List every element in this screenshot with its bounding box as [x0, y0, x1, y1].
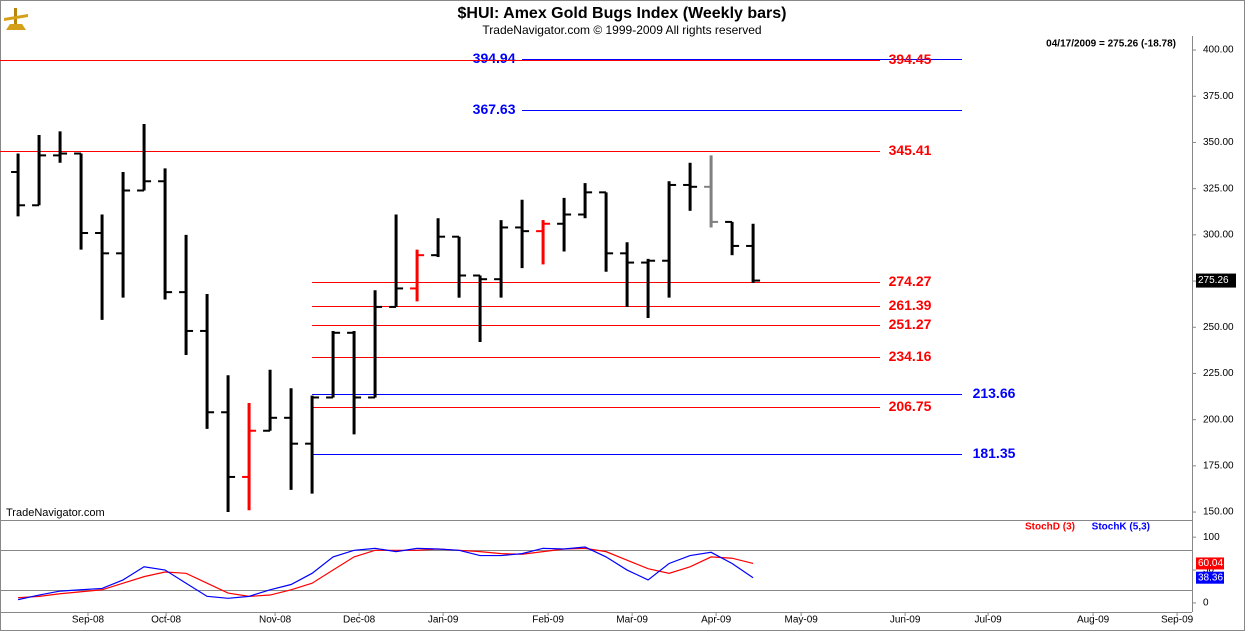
- annotation: 04/17/2009 = 275.26 (-18.78): [1046, 39, 1176, 50]
- level-label: 251.27: [889, 316, 932, 332]
- stoch-line: [17, 546, 754, 601]
- level-label: 234.16: [889, 348, 932, 364]
- watermark: TradeNavigator.com: [6, 507, 105, 519]
- logo: [4, 8, 28, 30]
- last-value-box: [1196, 557, 1224, 570]
- x-tick-label: May-09: [784, 615, 818, 626]
- x-tick-label: Jun-09: [890, 615, 921, 626]
- y-tick-label: 250.00: [1203, 322, 1234, 333]
- level-label: 274.27: [889, 273, 932, 289]
- y-tick-label: 400.00: [1203, 45, 1234, 56]
- x-tick-label: Jan-09: [428, 615, 459, 626]
- legend-entry: StochK (5,3): [1092, 522, 1150, 533]
- level-label: 261.39: [889, 297, 932, 313]
- y-tick-label: 375.00: [1203, 91, 1234, 102]
- y-tick-label: 350.00: [1203, 137, 1234, 148]
- x-tick-label: Sep-09: [1161, 615, 1194, 626]
- y-tick-label: 200.00: [1203, 414, 1234, 425]
- x-tick-label: Dec-08: [343, 615, 376, 626]
- x-tick-label: Apr-09: [701, 615, 731, 626]
- y-tick-label: 175.00: [1203, 460, 1234, 471]
- x-tick-label: Feb-09: [532, 615, 564, 626]
- last-value-box: [1196, 273, 1236, 288]
- chart-title: $HUI: Amex Gold Bugs Index (Weekly bars): [458, 5, 787, 22]
- y-tick-label: 325.00: [1203, 183, 1234, 194]
- x-tick-label: Mar-09: [616, 615, 648, 626]
- last-value: 38.36: [1198, 572, 1223, 583]
- level-label: 213.66: [973, 385, 1016, 401]
- y-tick-label: 100: [1203, 532, 1220, 543]
- last-value: 60.04: [1198, 558, 1223, 569]
- last-value: 275.26: [1198, 275, 1229, 286]
- y-tick-label: 225.00: [1203, 368, 1234, 379]
- level-label: 181.35: [973, 445, 1016, 461]
- y-tick-label: 50: [1203, 565, 1215, 576]
- chart-subtitle: TradeNavigator.com © 1999-2009 All right…: [482, 23, 761, 37]
- x-tick-label: Sep-08: [72, 615, 105, 626]
- level-label: 394.45: [889, 51, 932, 67]
- y-tick-label: 150.00: [1203, 507, 1234, 518]
- y-tick-label: 300.00: [1203, 229, 1234, 240]
- legend-entry: StochD (3): [1025, 522, 1075, 533]
- level-label: 394.94: [473, 50, 516, 66]
- x-tick-label: Aug-09: [1077, 615, 1110, 626]
- x-tick-label: Jul-09: [974, 615, 1002, 626]
- y-tick-label: 0: [1203, 598, 1209, 609]
- x-tick-label: Nov-08: [259, 615, 292, 626]
- level-label: 345.41: [889, 142, 932, 158]
- level-label: 367.63: [473, 101, 516, 117]
- last-value-box: [1196, 571, 1224, 584]
- x-tick-label: Oct-08: [151, 615, 181, 626]
- level-label: 206.75: [889, 398, 932, 414]
